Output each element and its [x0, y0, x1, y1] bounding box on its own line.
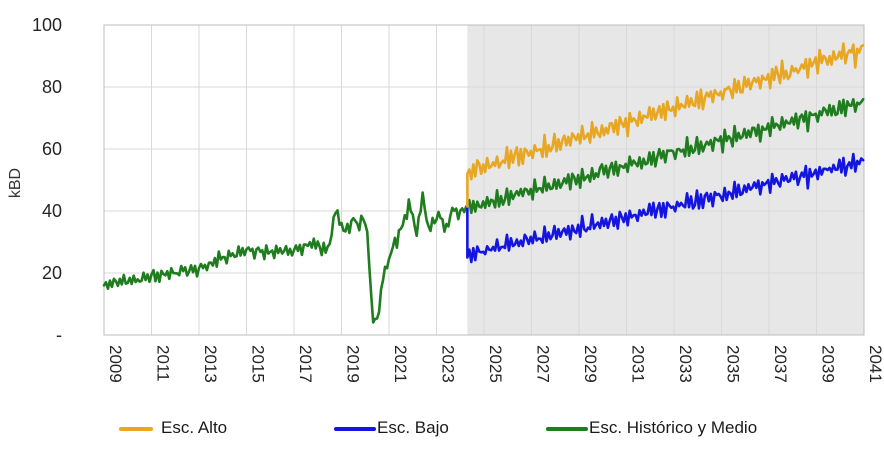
svg-text:2035: 2035 [724, 345, 743, 383]
svg-text:2041: 2041 [866, 345, 884, 383]
svg-text:2013: 2013 [201, 345, 220, 383]
svg-text:kBD: kBD [7, 168, 24, 198]
svg-text:2031: 2031 [629, 345, 648, 383]
svg-text:2023: 2023 [439, 345, 458, 383]
svg-text:2017: 2017 [296, 345, 315, 383]
svg-text:2009: 2009 [106, 345, 125, 383]
svg-text:2025: 2025 [486, 345, 505, 383]
svg-text:2011: 2011 [154, 345, 173, 382]
svg-text:2021: 2021 [391, 345, 410, 383]
svg-text:2015: 2015 [249, 345, 268, 383]
svg-text:2039: 2039 [819, 345, 838, 383]
svg-text:2027: 2027 [534, 345, 553, 383]
svg-text:2029: 2029 [581, 345, 600, 383]
svg-text:2019: 2019 [344, 345, 363, 383]
svg-text:2037: 2037 [771, 345, 790, 383]
svg-text:2033: 2033 [676, 345, 695, 383]
